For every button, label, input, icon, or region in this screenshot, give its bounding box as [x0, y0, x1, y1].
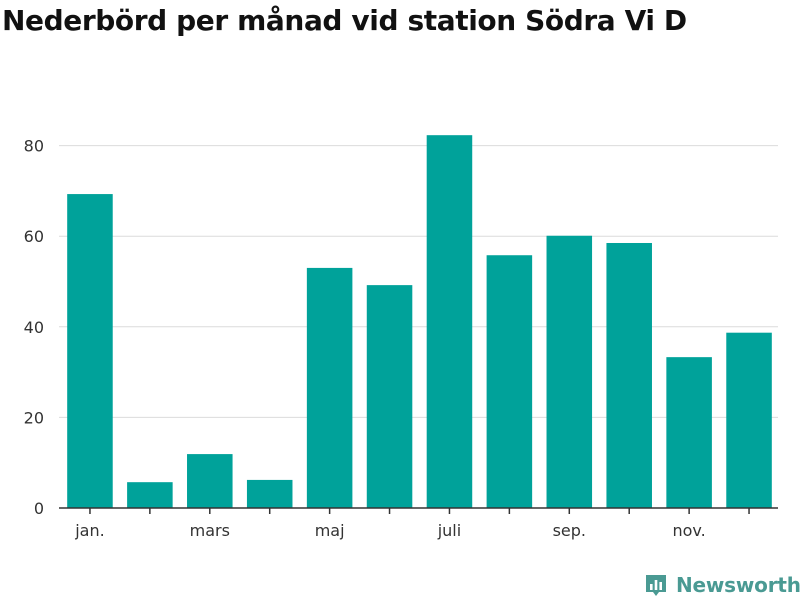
x-tick-label: juli: [437, 521, 461, 540]
x-tick-label: sep.: [553, 521, 586, 540]
bars: jan.: 69.3 feb.: 5.7 mars: 11.9 apr.: 6.2 ma…: [67, 135, 772, 509]
bar: mars: 11.9: [187, 454, 233, 508]
bar: okt.: 58.5: [606, 242, 652, 508]
chart-title: Nederbörd per månad vid station Södra Vi…: [2, 4, 687, 37]
x-tick-label: jan.: [74, 521, 104, 540]
y-tick-labels: 0 20 40 60 80: [24, 137, 44, 518]
brand-name: Newsworthy: [676, 573, 800, 597]
bar-chart-badge-icon: [646, 575, 666, 596]
bar: juli: 82.3: [426, 135, 473, 508]
bar: sep.: 60.1: [546, 235, 593, 508]
y-tick-label: 80: [24, 137, 44, 156]
bar: nov.: 33.3: [666, 357, 712, 508]
gridlines: [59, 145, 778, 418]
y-tick-label: 0: [34, 499, 44, 518]
bar: maj: 53: [306, 267, 353, 508]
bar: apr.: 6.2: [246, 479, 293, 508]
bar: juni: 49.2: [366, 285, 413, 508]
y-tick-label: 60: [24, 227, 44, 246]
y-tick-label: 40: [24, 318, 44, 337]
bar: feb.: 5.7: [127, 482, 173, 508]
x-tick-labels: jan. mars maj juli sep. nov.: [74, 521, 706, 540]
bar: jan.: 69.3: [67, 194, 113, 509]
newsworthy-branding: Newsworthy: [644, 569, 800, 600]
y-tick-label: 20: [24, 408, 44, 427]
axes: [59, 507, 778, 514]
x-tick-label: maj: [315, 521, 345, 540]
x-tick-label: mars: [190, 521, 230, 540]
x-tick-label: nov.: [673, 521, 706, 540]
bar: aug.: 55.8: [486, 255, 533, 508]
bar: dec.: 38.7: [726, 332, 772, 508]
